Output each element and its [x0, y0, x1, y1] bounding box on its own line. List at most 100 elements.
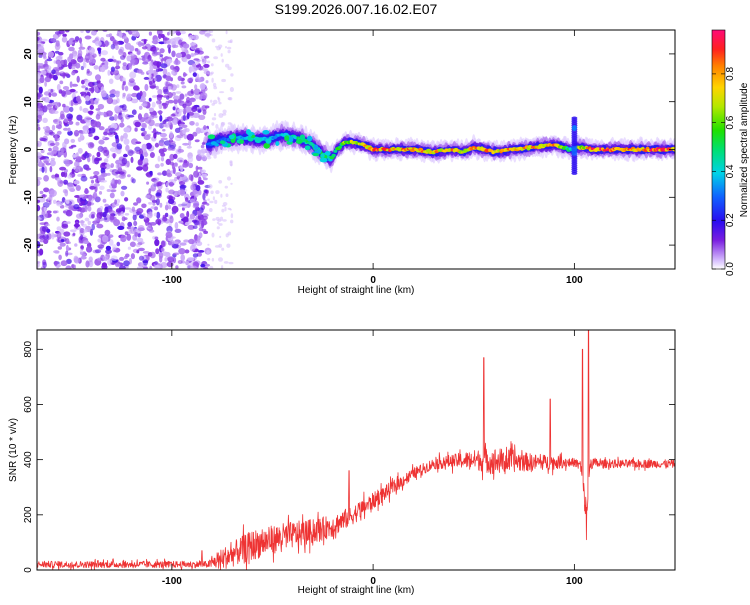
spectrogram-noise-blob — [215, 216, 220, 221]
spectrogram-noise-blob — [162, 170, 168, 176]
spectrogram-noise-blob — [175, 30, 181, 34]
spectrogram-ridge-blob — [275, 141, 280, 146]
spectrogram-noise-blob — [221, 265, 224, 269]
spectrogram-noise-blob — [198, 114, 206, 120]
spectrogram-noise-blob — [124, 231, 129, 236]
spectrogram-ridge-blob — [284, 135, 290, 142]
spectrogram-noise-blob — [225, 46, 227, 49]
spectrogram-noise-blob — [154, 131, 162, 135]
spectrogram-noise-blob — [98, 191, 103, 195]
spectrogram-noise-blob — [55, 59, 61, 65]
spectrogram-noise-blob — [67, 127, 71, 132]
spectrogram-noise-blob — [154, 261, 158, 265]
spectrogram-noise-blob — [180, 165, 184, 172]
spectrogram-ridge-blob — [313, 144, 319, 150]
spectrogram-noise-blob — [90, 179, 95, 184]
spectrogram-noise-blob — [158, 33, 162, 39]
spectrogram-noise-blob — [177, 75, 182, 82]
spectrogram-noise-blob — [46, 210, 52, 214]
spectrogram-noise-blob — [118, 31, 123, 38]
spectrogram-noise-blob — [104, 229, 111, 236]
spectrogram-noise-blob — [211, 122, 215, 126]
spectrogram-noise-blob — [117, 30, 121, 33]
spectrogram-noise-blob — [162, 217, 168, 222]
spectrogram-noise-blob — [143, 76, 150, 80]
snr-ylabel: SNR (10 * v/v) — [8, 418, 19, 482]
spectrogram-noise-blob — [110, 189, 117, 193]
spectrogram-noise-blob — [72, 264, 76, 269]
spectrogram-noise-blob — [180, 81, 185, 85]
spectrogram-noise-blob — [148, 188, 152, 194]
spectrogram-noise-blob — [126, 226, 132, 230]
spectrogram-noise-blob — [85, 165, 90, 172]
spectrogram-noise-blob — [105, 110, 113, 117]
spectrogram-noise-blob — [40, 149, 45, 154]
snr-ytick-label: 600 — [23, 396, 34, 413]
spectrogram-noise-blob — [109, 213, 115, 221]
spectrogram-noise-blob — [170, 239, 175, 246]
spectrogram-noise-blob — [115, 60, 120, 68]
spectrogram-noise-blob — [200, 263, 206, 268]
spectrogram-ylabel: Frequency (Hz) — [8, 116, 19, 185]
spectrogram-noise-blob — [60, 171, 65, 177]
spectrogram-noise-blob — [130, 156, 134, 163]
spectrogram-noise-blob — [197, 149, 205, 157]
spectrogram-noise-blob — [206, 203, 210, 206]
spectrogram-noise-blob — [95, 74, 101, 81]
spectrogram-noise-blob — [197, 50, 204, 55]
spectrogram-noise-blob — [210, 63, 214, 67]
spectrogram-noise-blob — [201, 173, 207, 178]
spectrogram-noise-blob — [187, 77, 194, 84]
spectrogram-noise-blob — [165, 58, 173, 64]
spectrogram-noise-blob — [142, 61, 149, 65]
spectrogram-noise-blob — [166, 182, 169, 187]
spectrogram-noise-blob — [100, 57, 106, 62]
spectrogram-noise-blob — [50, 89, 54, 93]
spectrogram-noise-blob — [73, 129, 80, 137]
spectrogram-noise-blob — [58, 51, 64, 56]
spectrogram-noise-blob — [75, 121, 80, 126]
spectrogram-noise-blob — [177, 260, 183, 264]
spectrogram-noise-blob — [56, 130, 62, 135]
spectrogram-noise-blob — [83, 229, 88, 233]
spectrogram-noise-blob — [162, 37, 170, 41]
spectrogram-noise-blob — [66, 113, 73, 119]
spectrogram-noise-blob — [113, 59, 117, 63]
spectrogram-noise-blob — [75, 165, 83, 173]
spectrogram-noise-blob — [175, 265, 179, 269]
spectrogram-noise-blob — [43, 91, 50, 96]
spectrogram-noise-blob — [158, 41, 166, 45]
spectrogram-noise-blob — [145, 194, 151, 199]
spectrogram-noise-blob — [79, 194, 84, 198]
spectrogram-noise-blob — [154, 115, 158, 119]
spectrogram-noise-blob — [229, 87, 234, 92]
spectrogram-noise-blob — [60, 59, 66, 66]
spectrogram-noise-blob — [203, 177, 208, 181]
spectrogram-noise-blob — [93, 175, 99, 179]
spectrogram-noise-blob — [192, 112, 200, 119]
spectrogram-noise-blob — [48, 147, 52, 152]
spectrogram-noise-blob — [182, 114, 186, 122]
spectrogram-noise-blob — [77, 173, 83, 177]
spectrogram-noise-blob — [127, 246, 131, 250]
spectrogram-noise-blob — [164, 204, 169, 211]
spectrogram-noise-blob — [102, 135, 106, 139]
spectrogram-noise-blob — [182, 162, 189, 168]
spectrogram-noise-blob — [73, 53, 78, 60]
spectrogram-noise-blob — [154, 163, 160, 169]
spectrogram-noise-blob — [92, 53, 97, 58]
spectrogram-noise-blob — [146, 133, 151, 137]
spectrogram-noise-blob — [63, 105, 71, 113]
spectrogram-noise-blob — [178, 220, 184, 224]
spectrogram-noise-blob — [40, 70, 47, 75]
spectrogram-noise-blob — [218, 101, 222, 105]
spectrogram-noise-blob — [202, 201, 208, 205]
spectrogram-image — [37, 30, 675, 269]
spectrogram-noise-blob — [221, 58, 224, 63]
spectrogram-noise-blob — [107, 58, 114, 62]
spectrogram-noise-blob — [52, 210, 58, 214]
spectrogram-ytick-label: 0 — [23, 146, 34, 152]
spectrogram-noise-blob — [114, 114, 118, 121]
spectrogram-noise-blob — [37, 105, 42, 112]
spectrogram-noise-blob — [77, 147, 83, 154]
